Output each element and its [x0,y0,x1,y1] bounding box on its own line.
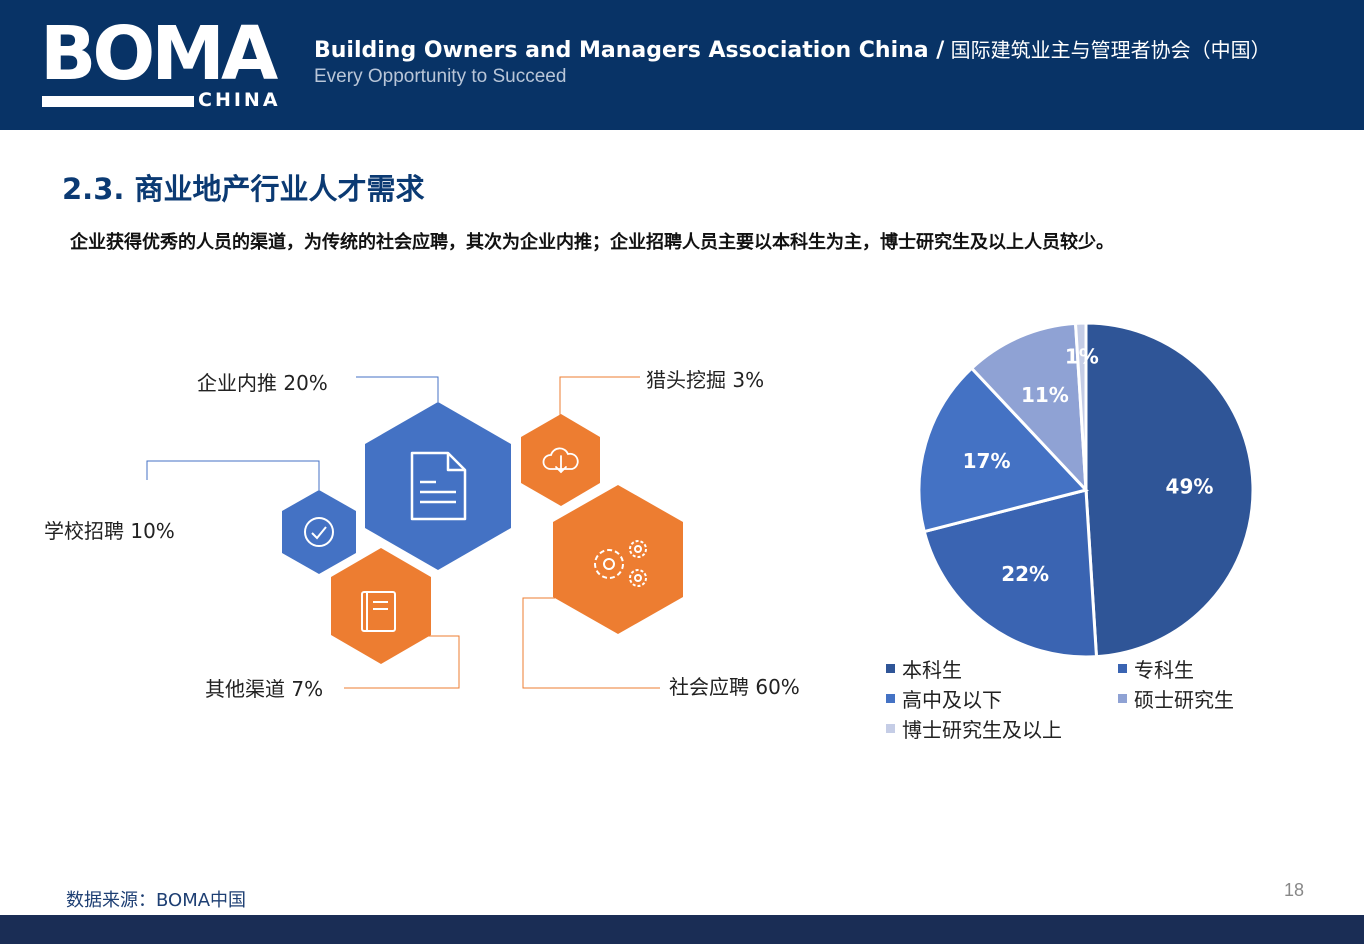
legend-label-junior-college: 专科生 [1134,658,1194,682]
legend-label-master: 硕士研究生 [1134,688,1234,712]
hexagon-referral [365,402,511,570]
check-circle-icon [304,517,334,547]
label-campus: 学校招聘 10% [44,519,175,543]
legend-swatch-doctor [886,724,895,733]
logo-bar [42,96,194,107]
logo-sub-text: CHINA [198,89,281,111]
pie-data-label-master: 11% [1021,383,1069,407]
legend-label-high-school: 高中及以下 [902,688,1002,712]
pie-data-label-undergrad: 49% [1166,475,1214,499]
hexagon-social [553,485,683,634]
tagline: Every Opportunity to Succeed [314,66,567,87]
boma-logo: BOMA [40,11,278,97]
hexagon-campus [282,490,356,574]
legend-swatch-undergrad [886,664,895,673]
pie-slice-high-school [917,366,1089,534]
org-name: Building Owners and Managers Association… [314,34,1271,63]
legend-label-doctor: 博士研究生及以上 [902,718,1062,742]
page-number: 18 [1284,880,1305,900]
legend-swatch-high-school [886,694,895,703]
gears-icon [594,540,647,587]
pie-data-label-high-school: 17% [963,449,1011,473]
legend-swatch-junior-college [1118,664,1127,673]
page-subtitle: 企业获得优秀的人员的渠道，为传统的社会应聘，其次为企业内推；企业招聘人员主要以本… [70,232,1114,253]
label-other: 其他渠道 7% [205,677,323,701]
connector-line-headhunt [559,376,640,415]
connector-line-social [522,597,660,689]
footer-bar [0,915,1364,944]
connector-line-campus [146,460,320,490]
pie-data-label-doctor: 1% [1065,344,1099,368]
hexagon-other [331,548,431,664]
pie-slice-junior-college [922,488,1099,659]
label-headhunt: 猎头挖掘 3% [646,368,764,392]
pie-data-label-junior-college: 22% [1001,562,1049,586]
label-referral: 企业内推 20% [197,371,328,395]
cloud-download-icon [542,447,579,474]
data-source: 数据来源：BOMA中国 [66,890,247,911]
legend-label-undergrad: 本科生 [902,658,962,682]
pie-slice-master [969,321,1088,495]
book-icon [361,591,396,632]
legend-swatch-master [1118,694,1127,703]
header-banner: BOMA CHINA Building Owners and Managers … [0,0,1364,130]
connector-line-referral [356,376,439,402]
org-name-en: Building Owners and Managers Association… [314,38,945,63]
document-icon [410,451,467,521]
page-title: 2.3. 商业地产行业人才需求 [62,172,425,206]
connector-line-other [344,635,460,689]
pie-slice-doctor [1073,321,1088,491]
pie-slice-undergrad [1084,321,1255,659]
org-name-cn: 国际建筑业主与管理者协会（中国） [944,38,1271,62]
label-social: 社会应聘 60% [669,675,800,699]
